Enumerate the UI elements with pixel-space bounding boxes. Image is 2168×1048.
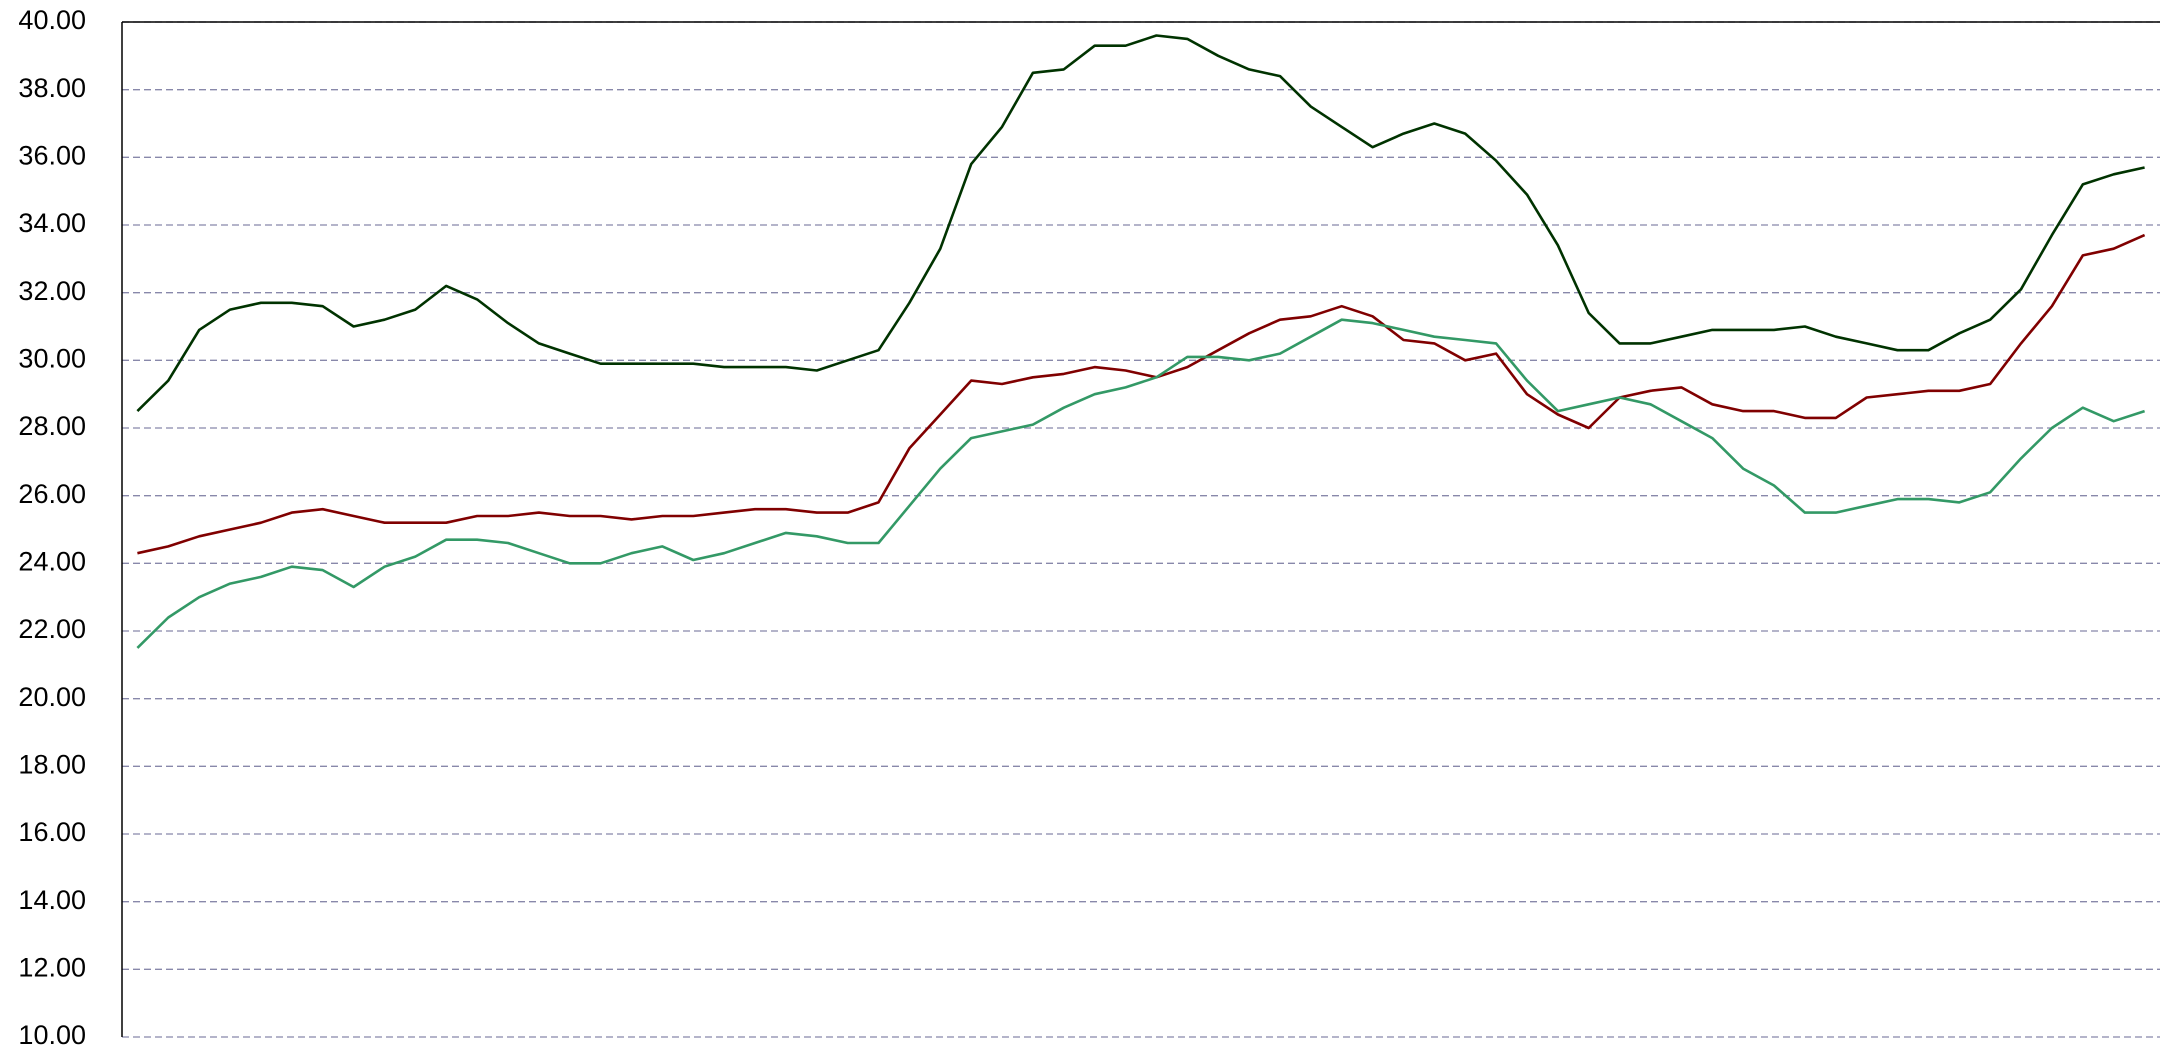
y-tick-label: 10.00 <box>18 1020 86 1048</box>
y-tick-label: 12.00 <box>18 952 86 982</box>
y-tick-label: 40.00 <box>18 5 86 35</box>
series-line <box>137 233 2146 555</box>
y-tick-label: 22.00 <box>18 614 86 644</box>
y-tick-label: 32.00 <box>18 276 86 306</box>
y-tick-label: 38.00 <box>18 73 86 103</box>
y-tick-label: 16.00 <box>18 817 86 847</box>
y-tick-label: 20.00 <box>18 682 86 712</box>
y-tick-label: 36.00 <box>18 140 86 170</box>
y-tick-label: 30.00 <box>18 343 86 373</box>
y-tick-label: 28.00 <box>18 411 86 441</box>
series-line <box>136 34 2145 413</box>
y-tick-label: 18.00 <box>18 749 86 779</box>
y-tick-label: 14.00 <box>18 885 86 915</box>
y-tick-label: 24.00 <box>18 546 86 576</box>
y-tick-label: 26.00 <box>18 479 86 509</box>
series-line <box>136 318 2146 649</box>
y-tick-label: 34.00 <box>18 208 86 238</box>
